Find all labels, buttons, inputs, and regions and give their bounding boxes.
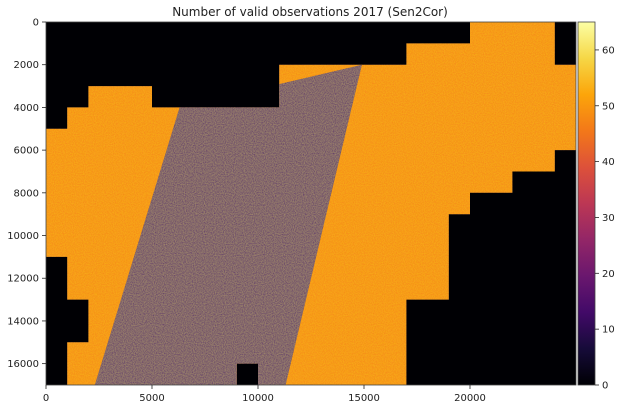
colorbar-gradient: [577, 21, 596, 386]
y-tick-label: 10000: [7, 231, 39, 242]
x-tick-label: 10000: [242, 393, 274, 404]
colorbar-tick-label: 20: [602, 269, 615, 280]
plot-area: [46, 22, 576, 385]
colorbar-tick-label: 30: [602, 213, 615, 224]
y-tick-label: 8000: [14, 188, 39, 199]
colorbar-tick-label: 60: [602, 45, 615, 56]
colorbar-ticks: 0 10 20 30 40 50 60: [595, 45, 615, 392]
x-axis: 0 5000 10000 15000 20000: [43, 385, 486, 404]
x-tick-label: 0: [43, 393, 49, 404]
data-layer: [46, 22, 576, 385]
x-tick-label: 15000: [348, 393, 380, 404]
y-tick-label: 14000: [7, 316, 39, 327]
plot-frame: [45, 21, 577, 386]
colorbar-tick-label: 0: [602, 381, 608, 392]
chart-title: Number of valid observations 2017 (Sen2C…: [172, 5, 448, 19]
y-tick-label: 16000: [7, 359, 39, 370]
y-tick-label: 2000: [14, 60, 39, 71]
y-tick-label: 6000: [14, 146, 39, 157]
y-tick-label: 12000: [7, 274, 39, 285]
y-axis: 0 2000 4000 6000 8000 10000 12000 14000 16000: [7, 18, 46, 370]
x-tick-label: 20000: [454, 393, 486, 404]
y-tick-label: 4000: [14, 103, 39, 114]
colorbar: 0 10 20 30 40 50 60: [577, 21, 615, 392]
colorbar-tick-label: 40: [602, 157, 615, 168]
colorbar-tick-label: 50: [602, 101, 615, 112]
y-tick-label: 0: [33, 18, 39, 29]
x-tick-label: 5000: [139, 393, 164, 404]
colorbar-tick-label: 10: [602, 325, 615, 336]
low-observation-stripe: [94, 64, 362, 385]
